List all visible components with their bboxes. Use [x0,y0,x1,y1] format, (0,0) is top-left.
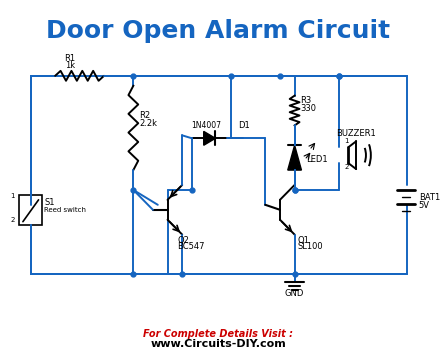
Polygon shape [288,145,301,170]
Text: R1: R1 [64,54,75,63]
Text: www.Circuits-DIY.com: www.Circuits-DIY.com [150,339,286,349]
Text: Q2: Q2 [177,235,189,244]
Text: 2: 2 [11,217,15,223]
Text: 1N4007: 1N4007 [192,121,222,130]
Text: Reed switch: Reed switch [44,207,86,213]
Polygon shape [204,131,215,145]
Text: R3: R3 [300,96,311,105]
Text: 1: 1 [344,138,348,144]
Text: BUZZER1: BUZZER1 [336,129,376,138]
Text: 2: 2 [344,164,348,170]
Text: SL100: SL100 [298,242,323,251]
Text: 2.2k: 2.2k [139,120,157,129]
Text: R2: R2 [139,112,150,121]
Text: Door Open Alarm Circuit: Door Open Alarm Circuit [46,19,390,43]
Text: GND: GND [285,289,304,298]
Text: Q1: Q1 [298,235,309,244]
Text: S1: S1 [44,198,55,207]
Text: 1k: 1k [65,61,75,70]
Text: 330: 330 [300,104,316,113]
Text: D1: D1 [238,121,250,130]
FancyBboxPatch shape [19,195,42,225]
Text: 5V: 5V [419,201,430,210]
Text: 1: 1 [11,193,15,199]
Text: LED1: LED1 [306,155,328,164]
Text: BAT1: BAT1 [419,193,440,202]
Text: BC547: BC547 [177,242,205,251]
Text: For Complete Details Visit :: For Complete Details Visit : [143,329,293,339]
